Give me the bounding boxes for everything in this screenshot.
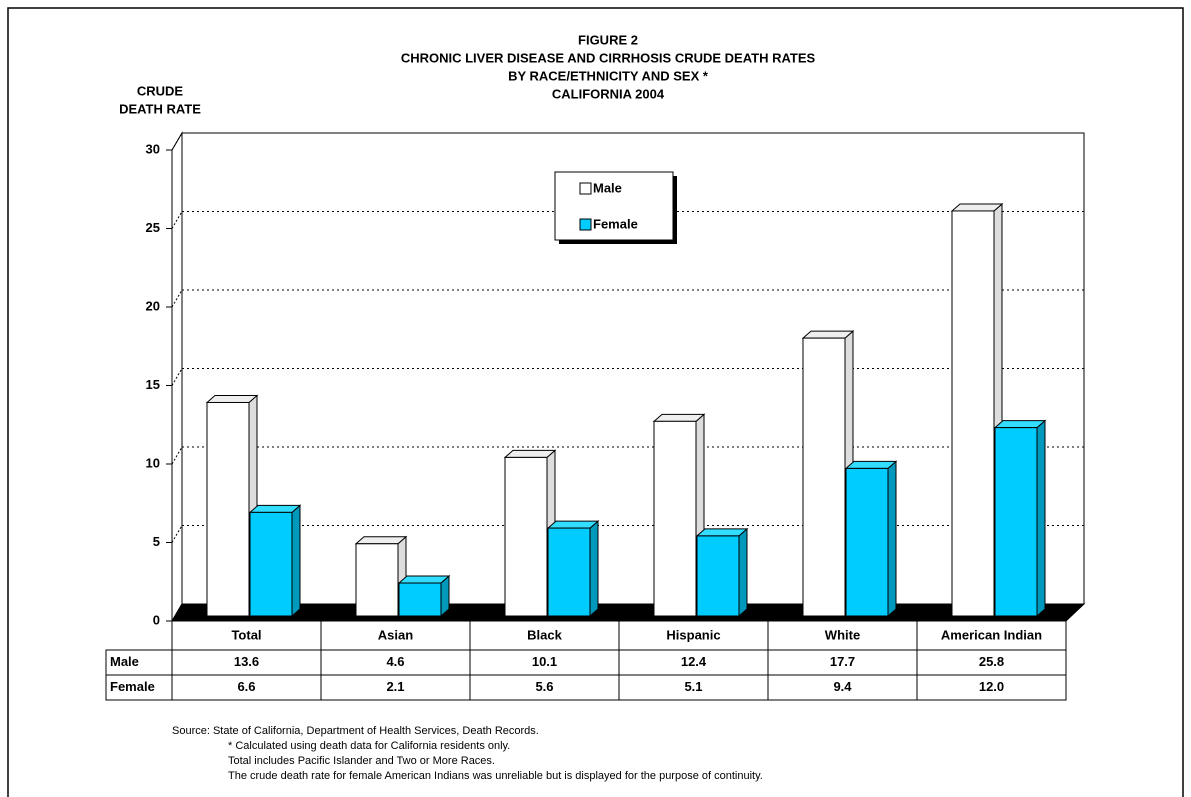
y-tick-label: 20 [146, 298, 160, 313]
bar [398, 582, 442, 617]
y-axis-label: CRUDE [137, 83, 184, 98]
frame [7, 7, 1184, 797]
table-value: 17.7 [830, 654, 855, 669]
tick-mark [171, 289, 183, 308]
tick-mark [171, 132, 183, 151]
table-value: 9.4 [833, 679, 852, 694]
bar [994, 427, 1038, 617]
bar-side [589, 519, 599, 618]
floor [171, 603, 1086, 622]
bar-side [291, 504, 301, 618]
bar-side [887, 460, 897, 618]
tick-mark [171, 525, 183, 543]
x-tick-label: American Indian [941, 627, 1042, 642]
bar-top [397, 575, 451, 584]
bar [206, 401, 250, 617]
tick-mark [171, 446, 183, 465]
chart-title: BY RACE/ETHNICITY AND SEX * [508, 68, 709, 83]
footnote: The crude death rate for female American… [228, 770, 763, 782]
x-tick-label: White [825, 627, 860, 642]
bar [653, 420, 697, 617]
table-value: 12.4 [681, 654, 707, 669]
table-value: 12.0 [979, 679, 1004, 694]
x-tick-label: Black [527, 627, 562, 642]
chart-title: CALIFORNIA 2004 [552, 86, 665, 101]
legend [554, 171, 674, 241]
bar-top [801, 330, 855, 339]
y-tick-label: 25 [146, 220, 160, 235]
chart-title: FIGURE 2 [578, 32, 638, 47]
bar-top [354, 536, 408, 545]
bar-top [546, 520, 600, 529]
bar-top [248, 504, 302, 513]
y-tick-label: 5 [153, 534, 160, 549]
x-tick-label: Hispanic [666, 627, 720, 642]
bar [504, 456, 548, 617]
bar [845, 467, 889, 617]
tick-mark [171, 368, 183, 386]
footnote: * Calculated using death data for Califo… [228, 740, 510, 752]
bar-top [695, 528, 749, 537]
legend-swatch [579, 218, 592, 231]
footnote: Total includes Pacific Islander and Two … [228, 755, 495, 767]
bar [249, 511, 293, 617]
y-tick-label: 15 [146, 377, 160, 392]
x-tick-label: Asian [378, 627, 413, 642]
table-value: 2.1 [386, 679, 404, 694]
bar-top [503, 449, 557, 458]
bar-top [950, 203, 1004, 212]
y-tick-label: 10 [146, 455, 160, 470]
table-value: 5.6 [535, 679, 553, 694]
table-value: 10.1 [532, 654, 557, 669]
chart-title: CHRONIC LIVER DISEASE AND CIRRHOSIS CRUD… [401, 50, 816, 65]
legend-swatch [579, 182, 592, 195]
table-value: 13.6 [234, 654, 259, 669]
footnote: Source: State of California, Department … [172, 725, 539, 737]
row-label: Male [110, 654, 139, 669]
bar-side [738, 527, 748, 618]
bar [951, 210, 995, 617]
legend-label: Female [593, 216, 638, 231]
bar [547, 527, 591, 617]
bar-side [1036, 419, 1046, 618]
bar-top [652, 413, 706, 422]
table-value: 4.6 [386, 654, 404, 669]
bar-top [205, 394, 259, 403]
tick-mark [171, 603, 183, 622]
y-tick-label: 30 [146, 141, 160, 156]
bar [355, 543, 399, 617]
y-axis-label: DEATH RATE [119, 101, 201, 116]
x-tick-label: Total [231, 627, 261, 642]
table-value: 25.8 [979, 654, 1004, 669]
bar-top [993, 420, 1047, 429]
bar-top [844, 460, 898, 469]
tick-mark [171, 211, 183, 229]
bar [802, 337, 846, 617]
table-value: 5.1 [684, 679, 702, 694]
table-value: 6.6 [237, 679, 255, 694]
bar [696, 535, 740, 617]
legend-label: Male [593, 180, 622, 195]
row-label: Female [110, 679, 155, 694]
y-tick-label: 0 [153, 612, 160, 627]
